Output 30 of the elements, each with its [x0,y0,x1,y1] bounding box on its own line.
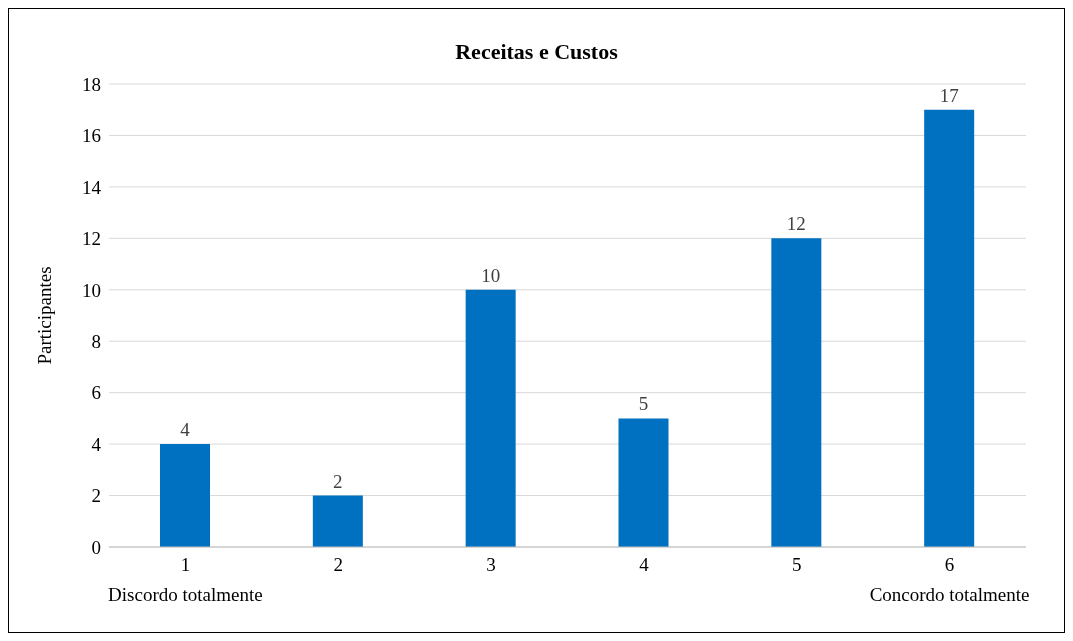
y-tick-label: 0 [91,536,101,558]
bar [618,418,669,547]
y-tick-label: 18 [82,73,101,95]
data-label: 17 [939,84,959,106]
y-tick-label: 4 [91,433,102,455]
bar [465,289,516,547]
data-label: 2 [333,470,343,492]
y-tick-label: 12 [82,228,101,250]
x-tick-label: 4 [639,554,650,575]
bar [771,238,822,547]
y-tick-label: 14 [82,176,102,198]
y-tick-label: 2 [91,485,101,507]
x-tick-label: 5 [792,554,802,575]
y-tick-label: 16 [82,125,101,147]
chart-title: Receitas e Custos [454,39,619,65]
x-tick-label: 2 [333,554,343,575]
bar [312,495,363,547]
y-tick-label: 6 [91,382,101,404]
data-label: 12 [786,213,806,235]
data-label: 5 [638,393,649,415]
y-axis-title: Participantes [33,266,55,365]
bar [160,444,210,547]
x-tick-label: 1 Discordo totalmente [108,554,263,605]
data-label: 10 [481,264,501,286]
y-tick-label: 8 [91,330,101,352]
y-tick-label: 10 [82,279,101,301]
x-tick-label: 6 Concordo totalmente [869,554,1030,605]
bar [924,109,975,547]
data-label: 4 [180,419,191,441]
x-tick-label: 3 [486,554,496,575]
